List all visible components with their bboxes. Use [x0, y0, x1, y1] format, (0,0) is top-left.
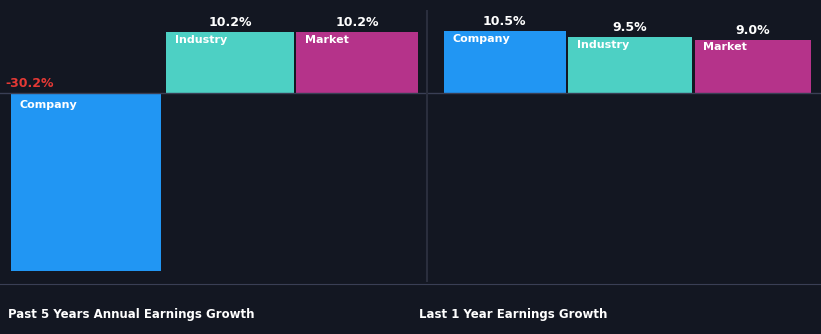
Text: Industry: Industry — [176, 35, 227, 45]
Text: 10.5%: 10.5% — [483, 15, 526, 28]
Text: Company: Company — [20, 100, 78, 110]
Text: Past 5 Years Annual Earnings Growth: Past 5 Years Annual Earnings Growth — [8, 308, 255, 321]
Text: 10.2%: 10.2% — [336, 16, 379, 29]
Text: Last 1 Year Earnings Growth: Last 1 Year Earnings Growth — [419, 308, 607, 321]
Text: 9.5%: 9.5% — [612, 21, 648, 34]
Bar — [568, 36, 692, 93]
Text: -30.2%: -30.2% — [6, 76, 54, 90]
Text: 10.2%: 10.2% — [209, 16, 252, 29]
Bar — [695, 39, 811, 93]
Bar — [296, 32, 418, 93]
Bar — [167, 32, 294, 93]
Text: Company: Company — [452, 34, 511, 44]
Text: Market: Market — [704, 42, 747, 52]
Text: 9.0%: 9.0% — [736, 24, 770, 36]
Text: Market: Market — [305, 35, 349, 45]
Bar — [11, 93, 161, 271]
Bar — [444, 31, 566, 93]
Text: Industry: Industry — [577, 39, 629, 49]
